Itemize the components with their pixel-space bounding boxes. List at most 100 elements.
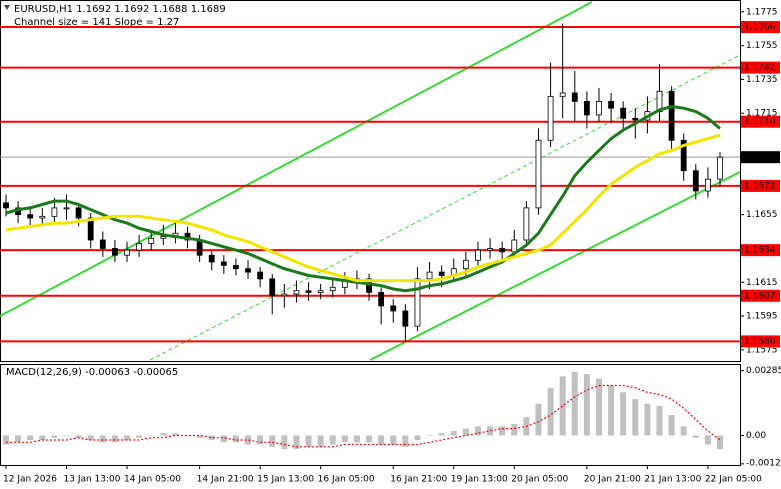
x-tick-label: 16 Jan 05:00 (318, 475, 375, 485)
macd-bar (692, 435, 699, 438)
channel-middle (149, 54, 741, 361)
macd-bar (535, 403, 542, 436)
level-label-bg (741, 289, 780, 302)
candle-body (499, 248, 506, 253)
macd-bar (317, 435, 324, 447)
level-label: 1.1580 (744, 337, 776, 347)
candle-body (668, 90, 675, 141)
candle-body (426, 271, 433, 280)
macd-bar (148, 435, 155, 436)
macd-bar (366, 435, 373, 443)
last-price-bg (741, 151, 780, 164)
macd-bar (136, 435, 143, 438)
macd-bar (305, 435, 312, 447)
macd-bar (257, 435, 264, 445)
x-tick-label: 20 Jan 05:00 (511, 475, 568, 485)
macd-bar (474, 426, 481, 436)
candle-body (438, 271, 445, 276)
candle-body (112, 248, 118, 256)
candle-body (257, 271, 264, 280)
chart-title: EURUSD,H1 1.1692 1.1692 1.1688 1.1689 (14, 4, 226, 15)
candle-body (475, 249, 481, 261)
y-tick-label: -0.00125 (746, 459, 781, 469)
y-tick-label: 1.1575 (746, 345, 778, 355)
macd-bar (281, 435, 288, 450)
x-tick-label: 15 Jan 13:00 (257, 475, 314, 485)
candle-body (571, 92, 578, 102)
y-tick-label: 0.00285 (746, 366, 781, 376)
candle-body (717, 156, 723, 180)
macd-bar (547, 387, 554, 436)
macd-bar (426, 435, 433, 436)
y-tick-label: 1.1715 (746, 109, 778, 119)
candle-body (583, 101, 590, 116)
channel-lower (369, 171, 741, 361)
level-label: 1.1672 (744, 181, 776, 191)
macd-bar (390, 435, 397, 445)
macd-bar (438, 433, 445, 436)
candle-body (692, 170, 699, 192)
candle-body (402, 310, 409, 327)
candle-body (27, 214, 34, 219)
macd-title: MACD(12,26,9) -0.00063 -0.00065 (6, 367, 178, 378)
candle-body (51, 207, 58, 217)
macd-bar (3, 435, 9, 445)
macd-bar (668, 415, 675, 436)
macd-bar (75, 435, 82, 438)
x-tick-label: 21 Jan 13:00 (644, 475, 701, 485)
macd-bar (111, 435, 118, 443)
chart-subtitle: Channel size = 141 Slope = 1.27 (14, 17, 179, 28)
candle-body (196, 239, 203, 256)
macd-bar (208, 435, 215, 440)
candle-body (559, 92, 566, 97)
candle-body (208, 254, 215, 263)
macd-bar (680, 426, 687, 436)
candle-body (99, 239, 106, 249)
level-label-bg (741, 244, 780, 257)
macd-bar (245, 435, 252, 445)
candle-body (523, 207, 530, 241)
symbol-icon (4, 5, 10, 10)
y-tick-label: 0.00 (746, 431, 766, 441)
macd-bar (27, 435, 34, 440)
candle-body (704, 178, 711, 192)
macd-bar (487, 426, 494, 436)
macd-bar (172, 433, 179, 436)
x-tick-label: 14 Jan 21:00 (197, 475, 254, 485)
macd-bar (559, 376, 566, 436)
macd-panel-frame (0, 364, 741, 466)
candle-body (378, 291, 385, 307)
candle-body (390, 305, 397, 312)
y-tick-label: 1.1655 (746, 210, 778, 220)
macd-bar (341, 435, 348, 443)
macd-bar (378, 435, 385, 445)
macd-bar (571, 371, 578, 436)
macd-bar (160, 433, 167, 436)
macd-bar (620, 392, 627, 436)
macd-bar (499, 426, 506, 436)
x-tick-label: 14 Jan 05:00 (124, 475, 181, 485)
y-tick-label: 1.1595 (746, 312, 778, 322)
level-label: 1.1742 (744, 63, 776, 73)
macd-bar (63, 435, 70, 436)
price-panel-frame (0, 0, 741, 362)
level-label-bg (741, 335, 780, 348)
moving-average (5, 133, 721, 283)
candle-body (487, 248, 493, 251)
macd-bar (87, 435, 94, 440)
candle-body (245, 268, 251, 273)
candle-body (620, 107, 627, 119)
candle-body (148, 237, 155, 244)
candle-body (160, 236, 167, 239)
channel (0, 1, 741, 361)
candle-body (63, 207, 70, 210)
candle-body (414, 278, 421, 327)
candle-body (124, 249, 130, 256)
candle-body (87, 217, 94, 241)
macd-bar (220, 435, 227, 443)
candle-body (329, 286, 336, 292)
macd-bar (39, 435, 46, 440)
level-label-bg (741, 61, 780, 74)
